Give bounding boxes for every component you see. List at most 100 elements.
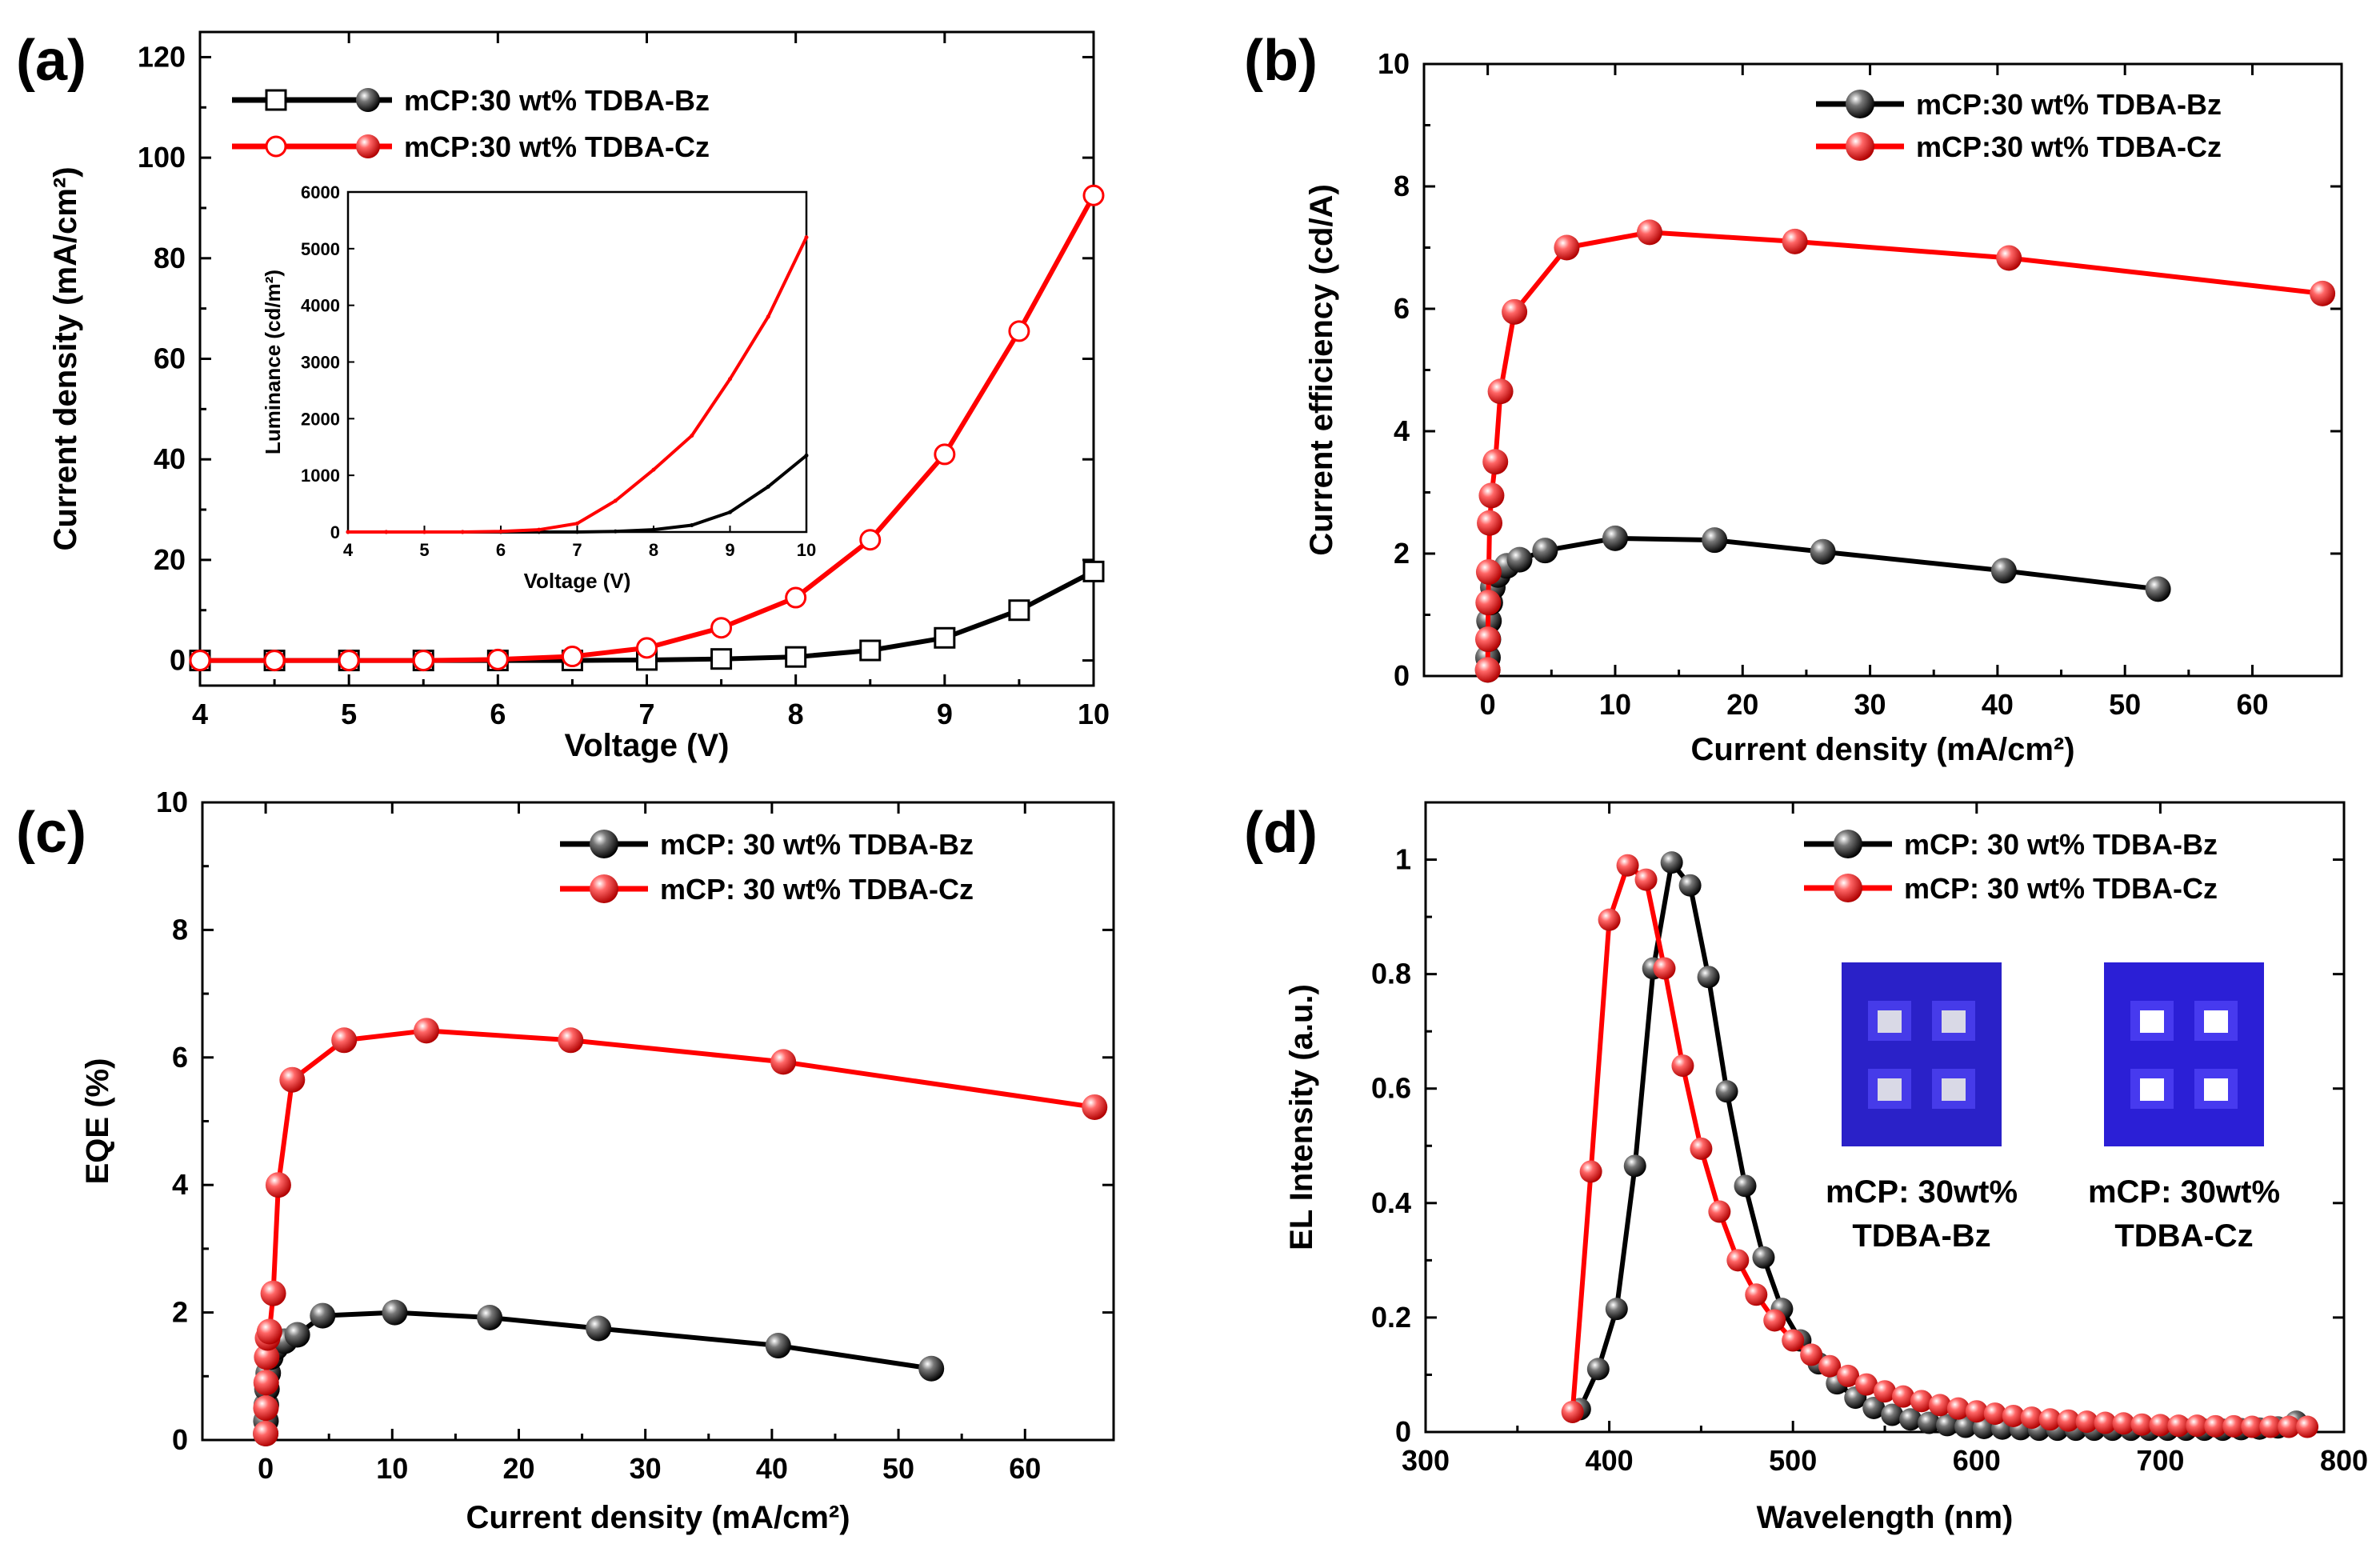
inset-y-tick-label: 3000 [301, 353, 340, 373]
inset-data-point [651, 527, 656, 532]
inset-x-axis-title: Voltage (V) [524, 569, 631, 593]
inset-x-tick-label: 7 [572, 540, 582, 560]
data-point [1561, 1400, 1584, 1423]
y-tick-label: 4 [1394, 414, 1410, 447]
x-axis-title: Voltage (V) [565, 728, 730, 763]
data-point [770, 1049, 797, 1075]
data-point [2278, 1415, 2301, 1438]
data-point [2002, 1404, 2025, 1427]
inset-x-tick-label: 9 [725, 540, 734, 560]
data-point [1996, 245, 2022, 271]
data-point [1475, 558, 1502, 585]
data-point [785, 646, 807, 668]
panel-label: (a) [16, 29, 86, 93]
data-point [1697, 966, 1720, 989]
data-point [2310, 280, 2336, 306]
data-point [1477, 510, 1503, 536]
data-point [284, 1322, 310, 1348]
x-tick-label: 30 [630, 1452, 662, 1485]
x-tick-label: 4 [192, 698, 208, 730]
data-point [2075, 1410, 2098, 1434]
x-tick-label: 7 [638, 698, 654, 730]
data-point [2094, 1411, 2117, 1434]
y-tick-label: 1 [1395, 843, 1411, 876]
data-point [1965, 1400, 1988, 1423]
y-tick-label: 10 [1378, 47, 1410, 80]
inset-data-point [804, 235, 809, 240]
data-point [2167, 1414, 2190, 1438]
legend-marker [265, 135, 287, 158]
data-point [1745, 1283, 1768, 1306]
data-point [1082, 1094, 1108, 1120]
data-point [1726, 1249, 1750, 1272]
y-axis-title: Current density (mA/cm²) [48, 166, 83, 550]
x-tick-label: 5 [341, 698, 357, 730]
data-point [1708, 1200, 1731, 1223]
legend: mCP: 30 wt% TDBA-Bz mCP: 30 wt% TDBA-Cz [560, 828, 974, 906]
data-point [412, 650, 434, 672]
device-photo-1: mCP: 30wt% TDBA-Cz [2088, 962, 2280, 1254]
data-point [2204, 1414, 2227, 1438]
plot-frame [201, 801, 1115, 1442]
inset-data-point [422, 530, 426, 534]
inset-x-tick-label: 10 [797, 540, 816, 560]
x-tick-label: 50 [2109, 688, 2141, 721]
data-point [260, 1280, 286, 1306]
y-tick-label: 0 [170, 644, 186, 677]
x-tick-label: 600 [1953, 1444, 2001, 1477]
y-axis-title: EQE (%) [80, 1058, 115, 1185]
y-tick-label: 80 [154, 242, 186, 274]
inset-data-point [728, 377, 732, 382]
data-point [2057, 1409, 2080, 1432]
data-point [1475, 590, 1502, 616]
y-tick-label: 2 [172, 1296, 188, 1329]
legend-marker [1834, 874, 1862, 902]
y-tick-label: 8 [1394, 170, 1410, 202]
data-point [918, 1355, 945, 1382]
data-point [382, 1299, 408, 1326]
data-point [1990, 558, 2017, 584]
device-caption: TDBA-Bz [1852, 1218, 1990, 1254]
data-point [1874, 1380, 1896, 1403]
data-point [1715, 1080, 1738, 1103]
device-caption: mCP: 30wt% [1826, 1174, 2018, 1210]
data-point [1928, 1394, 1951, 1417]
data-point [2241, 1415, 2264, 1438]
data-point [1506, 546, 1533, 573]
data-point [2222, 1414, 2246, 1438]
pixel-square [2140, 1078, 2164, 1101]
x-tick-label: 10 [376, 1452, 408, 1485]
inset-y-tick-label: 5000 [301, 239, 340, 259]
pixel-square [1878, 1010, 1902, 1033]
x-tick-label: 10 [1599, 688, 1631, 721]
pixel-square [2204, 1078, 2228, 1101]
data-point [1910, 1390, 1933, 1413]
pixel-square [1878, 1078, 1902, 1101]
data-point [1678, 874, 1702, 897]
data-point [256, 1318, 282, 1345]
inset-chart: 4 5 6 7 8 9 10 0 1000 2000 3000 4000 5000 6000 Voltage… [261, 182, 816, 593]
inset-data-point [575, 530, 579, 534]
inset-x-tick-label: 4 [343, 540, 354, 560]
data-point [1782, 1329, 1805, 1352]
data-point [2186, 1414, 2209, 1438]
data-point [2296, 1415, 2319, 1438]
inset-data-point [728, 510, 732, 514]
panel-d: (d) 300 400 500 600 700 800 0 0.2 0.4 0.6 0.8 1 Wavel… [1244, 801, 2368, 1535]
y-tick-label: 60 [154, 342, 186, 375]
data-point [1855, 1373, 1878, 1396]
data-point [1734, 1174, 1757, 1198]
data-point [338, 650, 360, 672]
data-point [1532, 538, 1558, 564]
legend-label: mCP:30 wt% TDBA-Cz [1916, 130, 2222, 163]
inset-frame [346, 190, 808, 534]
data-point [1918, 1411, 1941, 1434]
x-axis-title: Current density (mA/cm²) [1690, 732, 2074, 767]
data-point [1482, 449, 1509, 475]
data-point [189, 650, 211, 672]
series-1 [1474, 219, 2336, 683]
data-point [586, 1315, 612, 1342]
legend-marker [265, 89, 287, 111]
